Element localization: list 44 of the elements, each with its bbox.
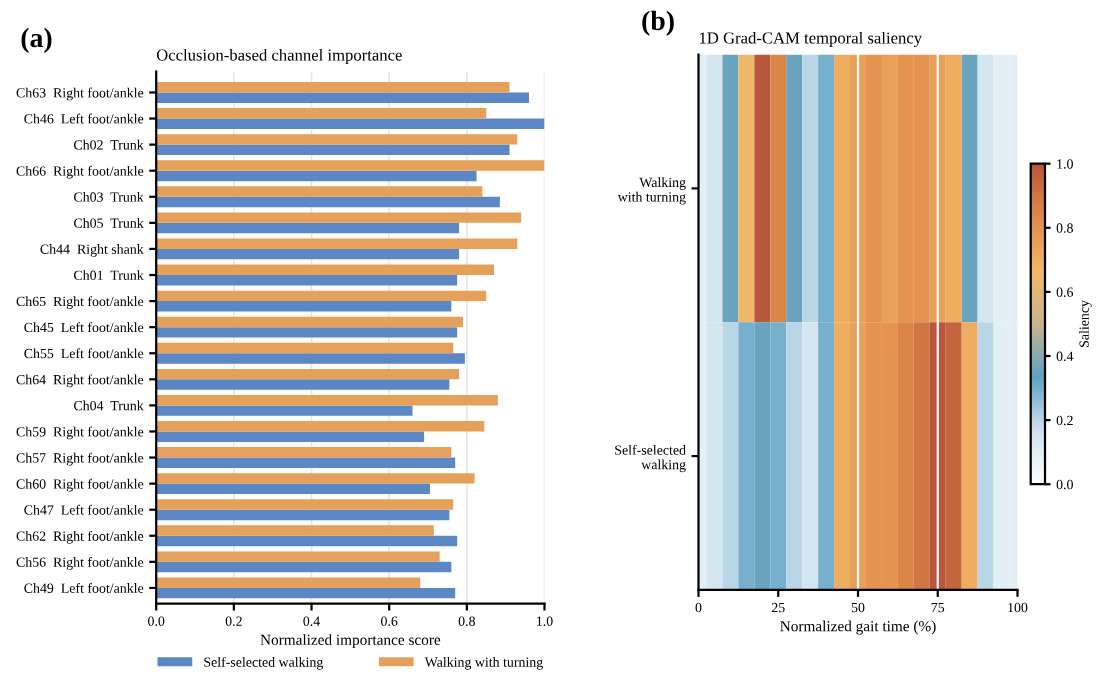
bar xyxy=(156,525,434,536)
bar xyxy=(156,316,463,328)
bar xyxy=(156,447,452,458)
bar xyxy=(156,212,522,223)
bar xyxy=(156,108,487,119)
bar xyxy=(156,160,545,171)
bar xyxy=(156,342,454,354)
bar xyxy=(156,561,452,573)
bar xyxy=(156,394,498,406)
bar xyxy=(156,509,450,521)
bar xyxy=(156,405,413,416)
bar xyxy=(156,577,421,588)
bar xyxy=(156,431,425,442)
bar xyxy=(156,368,460,380)
bar xyxy=(156,248,460,260)
bar xyxy=(156,238,518,249)
bar xyxy=(156,275,458,286)
bar xyxy=(156,186,483,197)
bar xyxy=(156,134,518,145)
bar xyxy=(156,457,456,468)
bar xyxy=(156,144,510,156)
bar xyxy=(156,379,450,390)
bar xyxy=(156,170,477,182)
bar xyxy=(156,421,485,432)
bar xyxy=(156,264,495,276)
bar xyxy=(156,499,454,510)
bar xyxy=(156,587,456,599)
bar xyxy=(156,92,529,103)
text: (a) xyxy=(21,27,52,53)
bar xyxy=(156,301,452,312)
bar xyxy=(156,327,458,338)
bar xyxy=(156,82,510,93)
bar xyxy=(156,196,500,208)
text: (b) xyxy=(642,10,674,36)
bar xyxy=(156,222,460,234)
bar xyxy=(156,535,458,547)
bar xyxy=(156,118,545,129)
bar xyxy=(156,483,430,495)
chart-title: 1D Grad-CAM temporal saliency xyxy=(699,31,922,48)
bar xyxy=(156,551,440,562)
bar xyxy=(156,353,465,364)
bar xyxy=(156,290,487,302)
chart-title: Occlusion-based channel importance xyxy=(156,48,402,65)
bar xyxy=(156,473,475,484)
